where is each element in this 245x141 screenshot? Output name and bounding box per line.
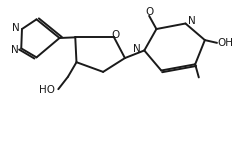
Text: O: O [111, 30, 119, 40]
Text: N: N [133, 44, 141, 54]
Text: O: O [145, 7, 153, 17]
Text: OH: OH [218, 38, 233, 48]
Text: N: N [11, 45, 19, 55]
Text: HO: HO [39, 85, 55, 95]
Text: N: N [12, 23, 20, 33]
Text: N: N [188, 16, 196, 26]
